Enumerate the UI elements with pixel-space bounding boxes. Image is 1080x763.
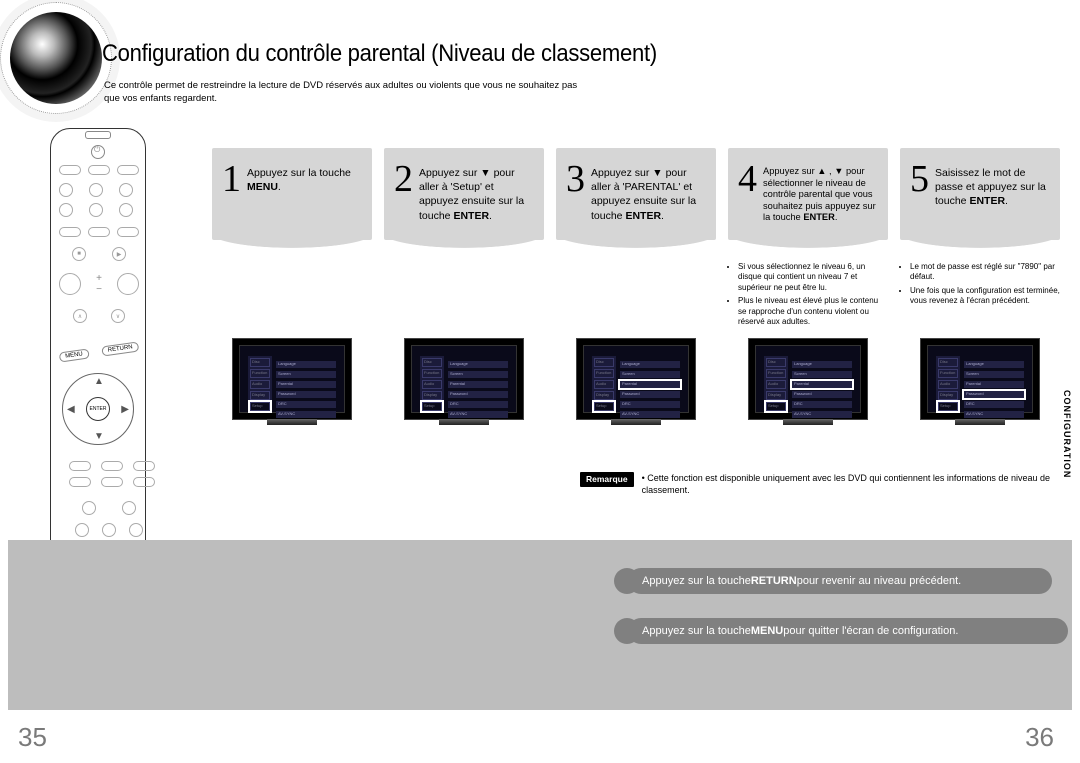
tv-thumbnail: DiscFunctionAudioDisplaySetupLanguageScr…	[576, 338, 696, 420]
step-text: Appuyez sur la touche MENU.	[247, 162, 362, 226]
step-number: 2	[394, 162, 413, 226]
remark-text: Cette fonction est disponible uniquement…	[642, 473, 1050, 495]
page-subtitle: Ce contrôle permet de restreindre la lec…	[104, 80, 584, 106]
footer-hint-2: Appuyez sur la touche MENU pour quitter …	[614, 618, 1068, 644]
step-number: 4	[738, 162, 757, 226]
step-1: 1Appuyez sur la touche MENU. DiscFunction…	[212, 148, 372, 420]
step-number: 5	[910, 162, 929, 226]
step-notes: Le mot de passe est réglé sur "7890" par…	[900, 262, 1060, 307]
step-number: 3	[566, 162, 585, 226]
remark-label: Remarque	[580, 472, 634, 487]
page-num-right: 36	[1025, 722, 1054, 753]
footer-line2-post: pour quitter l'écran de configuration.	[783, 625, 958, 637]
step-4: 4Appuyez sur ▲ , ▼ pour sélectionner le …	[728, 148, 888, 420]
tv-thumbnail: DiscFunctionAudioDisplaySetupLanguageScr…	[232, 338, 352, 420]
remote-dpad: ▲ ▼ ◀ ▶ ENTER	[62, 373, 134, 445]
step-5: 5Saisissez le mot de passe et appuyez su…	[900, 148, 1060, 420]
step-2: 2Appuyez sur ▼ pour aller à 'Setup' et a…	[384, 148, 544, 420]
footer-hint-1: Appuyez sur la touche RETURN pour reveni…	[614, 568, 1052, 594]
step-note-item: Si vous sélectionnez le niveau 6, un dis…	[738, 262, 888, 293]
page-title: Configuration du contrôle parental (Nive…	[102, 40, 657, 68]
step-text: Appuyez sur ▼ pour aller à 'PARENTAL' et…	[591, 162, 706, 226]
section-label: CONFIGURATION	[1062, 390, 1072, 478]
speaker-emblem	[10, 12, 102, 104]
steps-row: 1Appuyez sur la touche MENU. DiscFunction…	[212, 148, 1064, 420]
tv-thumbnail: DiscFunctionAudioDisplaySetupLanguageScr…	[404, 338, 524, 420]
page-num-left: 35	[18, 722, 47, 753]
manual-page-spread: Configuration du contrôle parental (Nive…	[0, 0, 1080, 763]
remote-return-label: RETURN	[101, 341, 139, 356]
step-number: 1	[222, 162, 241, 226]
step-note-item: Le mot de passe est réglé sur "7890" par…	[910, 262, 1060, 283]
tv-thumbnail: DiscFunctionAudioDisplaySetupLanguageScr…	[920, 338, 1040, 420]
step-text: Saisissez le mot de passe et appuyez sur…	[935, 162, 1050, 226]
footer-line1-pre: Appuyez sur la touche	[642, 575, 751, 587]
step-note-item: Plus le niveau est élevé plus le contenu…	[738, 296, 888, 327]
remark-row: Remarque • Cette fonction est disponible…	[580, 472, 1050, 496]
speaker-emblem-rings	[0, 2, 112, 114]
footer-line2-pre: Appuyez sur la touche	[642, 625, 751, 637]
footer-line1-bold: RETURN	[751, 575, 797, 587]
step-notes: Si vous sélectionnez le niveau 6, un dis…	[728, 262, 888, 327]
tv-thumbnail: DiscFunctionAudioDisplaySetupLanguageScr…	[748, 338, 868, 420]
remote-illustration: ■▶ +− ∧∨ MENU RETURN ▲ ▼ ◀ ▶ ENTER	[50, 128, 146, 606]
footer-line1-post: pour revenir au niveau précédent.	[797, 575, 962, 587]
step-note-item: Une fois que la configuration est termin…	[910, 286, 1060, 307]
step-text: Appuyez sur ▼ pour aller à 'Setup' et ap…	[419, 162, 534, 226]
step-3: 3Appuyez sur ▼ pour aller à 'PARENTAL' e…	[556, 148, 716, 420]
remote-menu-label: MENU	[59, 348, 90, 362]
step-text: Appuyez sur ▲ , ▼ pour sélectionner le n…	[763, 162, 878, 226]
footer-line2-bold: MENU	[751, 625, 783, 637]
